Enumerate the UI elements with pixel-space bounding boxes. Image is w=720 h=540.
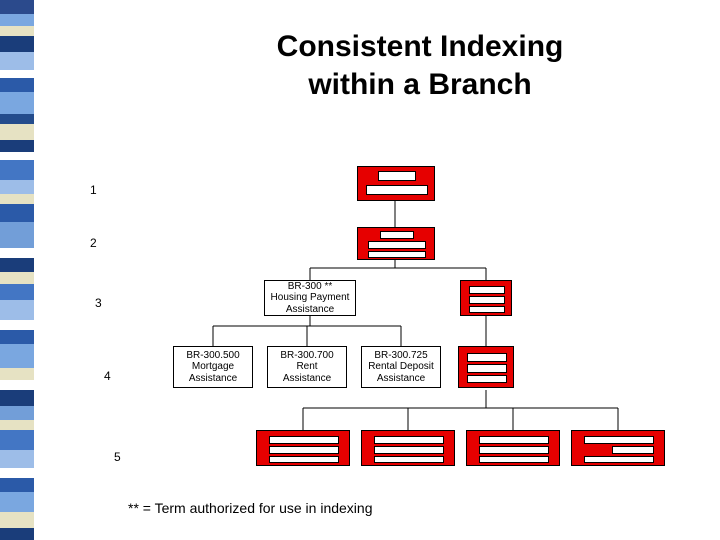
sidebar-band xyxy=(0,78,34,92)
sidebar-band xyxy=(0,180,34,194)
sidebar-band xyxy=(0,114,34,124)
sidebar-band xyxy=(0,368,34,380)
title-line2: within a Branch xyxy=(308,68,531,101)
sidebar-band xyxy=(0,478,34,492)
level-label-3: 3 xyxy=(95,296,102,310)
level-label-2: 2 xyxy=(90,236,97,250)
node-l2 xyxy=(357,227,435,260)
level-label-5: 5 xyxy=(114,450,121,464)
node-l4-a: BR-300.500 Mortgage Assistance xyxy=(173,346,253,388)
node-text2: Assistance xyxy=(283,373,331,385)
level-label-4: 4 xyxy=(104,369,111,383)
decorative-sidebar xyxy=(0,0,34,540)
sidebar-band xyxy=(0,160,34,180)
footnote: ** = Term authorized for use in indexing xyxy=(128,500,373,516)
node-code: BR-300.700 xyxy=(280,350,333,362)
sidebar-band xyxy=(0,420,34,430)
sidebar-band xyxy=(0,300,34,320)
sidebar-band xyxy=(0,0,34,14)
node-text1: Housing Payment xyxy=(271,292,350,304)
node-text2: Assistance xyxy=(377,373,425,385)
sidebar-band xyxy=(0,152,34,160)
node-l4-right xyxy=(458,346,514,388)
node-l4-b: BR-300.700 Rent Assistance xyxy=(267,346,347,388)
sidebar-band xyxy=(0,140,34,152)
sidebar-band xyxy=(0,512,34,528)
node-l4-c: BR-300.725 Rental Deposit Assistance xyxy=(361,346,441,388)
node-code: BR-300.725 xyxy=(374,350,427,362)
sidebar-band xyxy=(0,194,34,204)
sidebar-band xyxy=(0,406,34,420)
sidebar-band xyxy=(0,14,34,26)
page-title: Consistent Indexing within a Branch xyxy=(160,28,680,103)
node-text1: Rental Deposit xyxy=(368,361,434,373)
node-text2: Assistance xyxy=(189,373,237,385)
sidebar-band xyxy=(0,248,34,258)
sidebar-band xyxy=(0,450,34,468)
node-code: BR-300 ** xyxy=(288,281,332,293)
node-text1: Mortgage xyxy=(192,361,234,373)
sidebar-band xyxy=(0,204,34,222)
node-l3-left: BR-300 ** Housing Payment Assistance xyxy=(264,280,356,316)
sidebar-band xyxy=(0,284,34,300)
sidebar-band xyxy=(0,380,34,390)
sidebar-band xyxy=(0,430,34,450)
sidebar-band xyxy=(0,320,34,330)
sidebar-band xyxy=(0,124,34,140)
node-l5-b xyxy=(361,430,455,466)
sidebar-band xyxy=(0,92,34,114)
sidebar-band xyxy=(0,52,34,70)
sidebar-band xyxy=(0,36,34,52)
sidebar-band xyxy=(0,528,34,540)
sidebar-band xyxy=(0,468,34,478)
node-l3-right xyxy=(460,280,512,316)
sidebar-band xyxy=(0,222,34,248)
sidebar-band xyxy=(0,258,34,272)
node-l5-d xyxy=(571,430,665,466)
title-line1: Consistent Indexing xyxy=(277,30,564,63)
node-text1: Rent xyxy=(296,361,317,373)
sidebar-band xyxy=(0,492,34,512)
node-l1 xyxy=(357,166,435,201)
node-code: BR-300.500 xyxy=(186,350,239,362)
level-label-1: 1 xyxy=(90,183,97,197)
sidebar-band xyxy=(0,70,34,78)
node-l5-a xyxy=(256,430,350,466)
sidebar-band xyxy=(0,330,34,344)
sidebar-band xyxy=(0,390,34,406)
node-text2: Assistance xyxy=(286,304,334,316)
node-l5-c xyxy=(466,430,560,466)
sidebar-band xyxy=(0,344,34,368)
sidebar-band xyxy=(0,26,34,36)
sidebar-band xyxy=(0,272,34,284)
